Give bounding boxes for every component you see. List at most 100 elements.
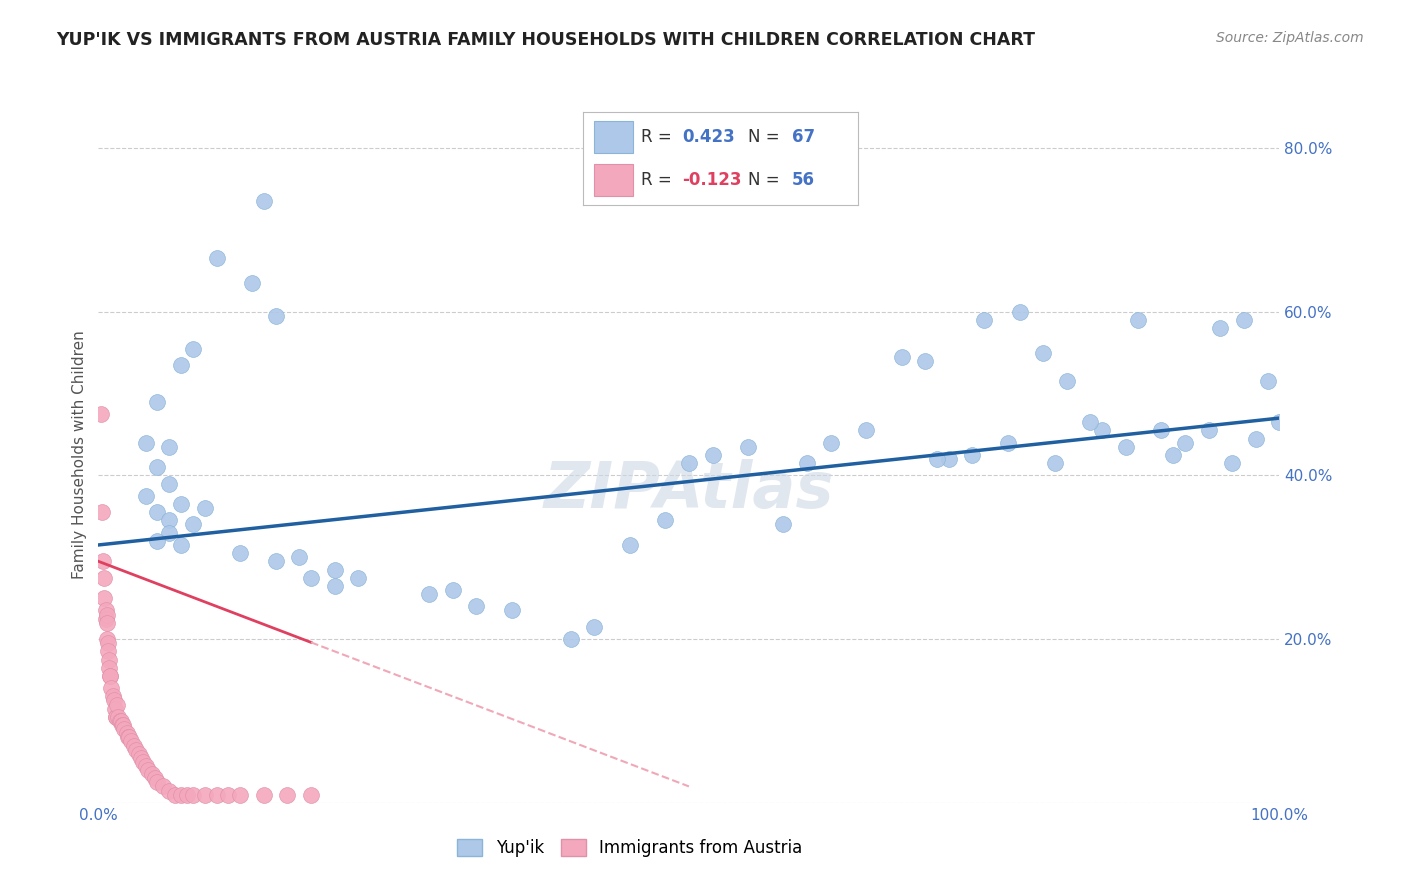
Point (111, 718, 134, 732)
Point (323, 562, 346, 576)
Text: N =: N = (748, 128, 785, 145)
Point (132, 755, 155, 769)
Point (96, 607, 118, 622)
Point (170, 497, 193, 511)
Point (501, 603, 523, 617)
Point (157, 440, 180, 454)
Point (678, 456, 700, 470)
Point (1244, 432, 1267, 446)
Point (97, 636, 120, 650)
Y-axis label: Family Households with Children: Family Households with Children (72, 331, 87, 579)
Point (264, 554, 287, 568)
Point (170, 788, 193, 802)
Point (914, 353, 936, 368)
Point (702, 448, 724, 462)
Point (105, 710, 128, 724)
Point (91, 554, 114, 568)
Point (101, 690, 124, 704)
Point (205, 252, 228, 266)
Point (737, 440, 759, 454)
Point (938, 452, 960, 467)
Point (98, 652, 121, 666)
Point (181, 788, 204, 802)
Point (115, 726, 138, 740)
Point (240, 276, 263, 290)
Point (157, 476, 180, 491)
Point (253, 788, 276, 802)
Point (129, 751, 152, 765)
Point (94, 612, 117, 626)
Bar (595, 120, 633, 153)
Point (170, 358, 193, 372)
Point (1268, 415, 1291, 429)
Point (229, 546, 252, 560)
Point (165, 788, 187, 802)
Point (194, 501, 217, 516)
Point (1080, 415, 1102, 429)
Point (112, 718, 135, 732)
Point (122, 739, 145, 753)
Point (98, 661, 121, 675)
Point (110, 714, 132, 728)
Point (299, 788, 322, 802)
Text: Source: ZipAtlas.com: Source: ZipAtlas.com (1216, 31, 1364, 45)
Point (1091, 423, 1114, 437)
Point (1008, 304, 1031, 318)
Point (264, 309, 287, 323)
Point (820, 435, 842, 450)
Text: YUP'IK VS IMMIGRANTS FROM AUSTRIA FAMILY HOUSEHOLDS WITH CHILDREN CORRELATION CH: YUP'IK VS IMMIGRANTS FROM AUSTRIA FAMILY… (56, 31, 1035, 49)
Point (146, 460, 169, 475)
Legend: Yup'ik, Immigrants from Austria: Yup'ik, Immigrants from Austria (451, 832, 808, 864)
Point (418, 587, 440, 601)
Point (962, 448, 984, 462)
Bar (595, 164, 633, 196)
Point (141, 767, 163, 781)
Point (1032, 345, 1054, 359)
Point (90, 407, 112, 421)
Point (94, 603, 117, 617)
Point (229, 788, 252, 802)
Point (1257, 374, 1279, 388)
Text: N =: N = (748, 171, 785, 189)
Point (176, 788, 198, 802)
Point (654, 513, 676, 527)
Point (1198, 423, 1220, 437)
Point (323, 579, 346, 593)
Point (217, 788, 239, 802)
Point (103, 693, 125, 707)
Point (465, 599, 488, 614)
Point (347, 571, 370, 585)
Point (117, 731, 139, 745)
Point (796, 456, 818, 470)
Point (125, 742, 148, 756)
Point (973, 313, 995, 327)
Point (583, 620, 606, 634)
Text: 56: 56 (792, 171, 815, 189)
Point (1233, 313, 1256, 327)
Point (299, 571, 322, 585)
Point (925, 452, 948, 467)
Point (890, 350, 912, 364)
Point (1174, 435, 1197, 450)
Point (96, 632, 118, 646)
Point (152, 780, 174, 794)
Point (105, 710, 128, 724)
Point (157, 525, 180, 540)
Point (276, 788, 298, 802)
Point (560, 632, 582, 646)
Point (108, 714, 131, 728)
Point (104, 701, 127, 715)
Point (121, 734, 143, 748)
Point (288, 550, 311, 565)
Point (135, 435, 157, 450)
Point (118, 731, 141, 745)
Point (997, 435, 1019, 450)
Point (146, 533, 169, 548)
Point (93, 571, 115, 585)
Point (1056, 374, 1078, 388)
Point (135, 759, 157, 773)
Point (157, 783, 180, 797)
Point (1150, 423, 1173, 437)
Point (107, 710, 129, 724)
Point (1126, 313, 1149, 327)
